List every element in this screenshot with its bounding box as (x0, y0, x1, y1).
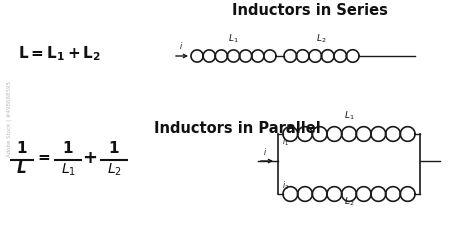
Text: =: = (37, 151, 50, 165)
Text: $i$: $i$ (263, 146, 267, 157)
Text: $i_2$: $i_2$ (282, 179, 289, 192)
Text: Inductors in Parallel: Inductors in Parallel (154, 121, 320, 136)
Text: $L_1$: $L_1$ (61, 162, 75, 178)
Text: $L_1$: $L_1$ (344, 109, 354, 122)
Text: Adobe Stock | #498668595: Adobe Stock | #498668595 (7, 81, 12, 157)
Text: 1: 1 (63, 141, 73, 156)
Text: $L_2$: $L_2$ (316, 33, 327, 45)
Text: L: L (17, 161, 27, 176)
Text: $i$: $i$ (179, 40, 183, 51)
Text: 1: 1 (109, 141, 119, 156)
Text: $L_1$: $L_1$ (228, 33, 239, 45)
Text: $i_1$: $i_1$ (282, 136, 289, 148)
Text: $L_2$: $L_2$ (344, 196, 354, 208)
Text: 1: 1 (17, 141, 27, 156)
Text: Inductors in Series: Inductors in Series (232, 3, 388, 18)
Text: $L_2$: $L_2$ (107, 162, 121, 178)
Text: +: + (82, 149, 98, 167)
Text: $\mathbf{L = L_1 + L_2}$: $\mathbf{L = L_1 + L_2}$ (18, 45, 101, 63)
